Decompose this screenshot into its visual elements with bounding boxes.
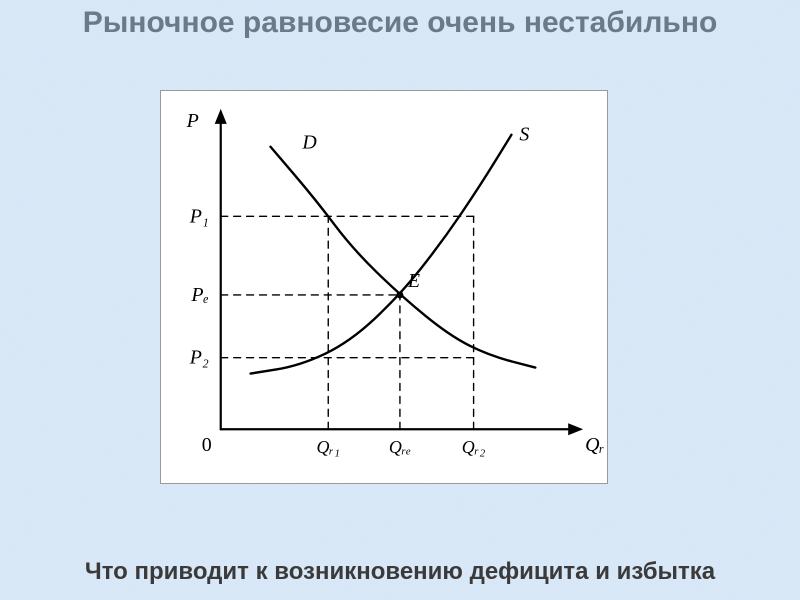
svg-text:Pₑ: Pₑ xyxy=(190,284,208,306)
svg-text:D: D xyxy=(301,132,317,154)
y-axis-arrow xyxy=(215,109,227,124)
equilibrium-point xyxy=(396,291,403,298)
slide-title: Рыночное равновесие очень нестабильно xyxy=(0,6,800,41)
slide: Рыночное равновесие очень нестабильно P Q… xyxy=(0,0,800,600)
slide-caption: Что приводит к возникновению дефицита и … xyxy=(0,558,800,586)
svg-text:Qᵣ₁: Qᵣ₁ xyxy=(316,437,340,457)
supply-demand-chart: P Qᵣ 0 P₁ Pₑ P₂ Qᵣ₁ Qᵣₑ Qᵣ₂ D S E xyxy=(161,91,607,483)
svg-text:0: 0 xyxy=(202,434,212,456)
svg-text:Qᵣ: Qᵣ xyxy=(585,434,604,456)
x-axis-arrow xyxy=(568,423,583,435)
svg-text:P₁: P₁ xyxy=(189,205,209,227)
svg-text:Qᵣ₂: Qᵣ₂ xyxy=(462,437,486,457)
svg-text:S: S xyxy=(519,124,529,146)
svg-text:E: E xyxy=(407,270,420,292)
svg-text:Qᵣₑ: Qᵣₑ xyxy=(389,437,411,457)
curve xyxy=(271,147,536,368)
svg-text:P₂: P₂ xyxy=(189,347,209,369)
svg-text:P: P xyxy=(186,110,199,132)
chart-frame: P Qᵣ 0 P₁ Pₑ P₂ Qᵣ₁ Qᵣₑ Qᵣ₂ D S E xyxy=(160,90,608,484)
